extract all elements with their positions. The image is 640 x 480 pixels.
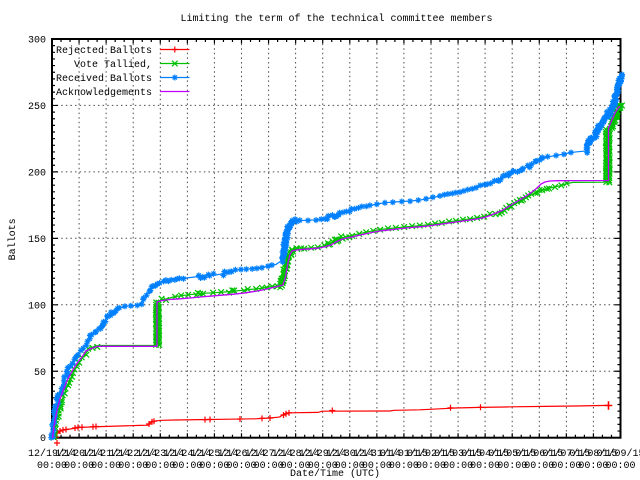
- svg-text:01/04/15: 01/04/15: [461, 448, 509, 460]
- svg-text:00:00: 00:00: [145, 461, 175, 472]
- svg-text:00:00: 00:00: [199, 461, 229, 472]
- svg-text:00:00: 00:00: [281, 461, 311, 472]
- svg-text:300: 300: [28, 36, 46, 47]
- svg-text:12/27/14: 12/27/14: [245, 448, 293, 460]
- svg-text:Rejected Ballots: Rejected Ballots: [56, 45, 152, 57]
- svg-text:50: 50: [34, 368, 46, 379]
- svg-text:12/24/14: 12/24/14: [163, 448, 211, 460]
- svg-text:150: 150: [28, 235, 46, 246]
- svg-text:12/25/14: 12/25/14: [190, 448, 238, 460]
- svg-text:00:00: 00:00: [37, 461, 67, 472]
- svg-text:250: 250: [28, 102, 46, 113]
- svg-text:Limiting the term of the techn: Limiting the term of the technical commi…: [180, 13, 492, 25]
- svg-text:12/19/14: 12/19/14: [28, 448, 76, 460]
- svg-text:01/08/15: 01/08/15: [569, 448, 617, 460]
- svg-text:01/05/15: 01/05/15: [488, 448, 536, 460]
- svg-text:12/21/14: 12/21/14: [82, 448, 130, 460]
- svg-text:Ballots: Ballots: [7, 218, 19, 260]
- svg-text:00:00: 00:00: [254, 461, 284, 472]
- svg-text:00:00: 00:00: [497, 461, 527, 472]
- svg-text:00:00: 00:00: [118, 461, 148, 472]
- svg-text:00:00: 00:00: [605, 461, 635, 472]
- svg-text:01/09/15: 01/09/15: [596, 448, 640, 460]
- svg-text:100: 100: [28, 301, 46, 312]
- svg-text:0: 0: [40, 434, 46, 445]
- svg-text:01/02/15: 01/02/15: [407, 448, 455, 460]
- svg-text:Vote Tallied,: Vote Tallied,: [74, 59, 152, 71]
- svg-text:00:00: 00:00: [389, 461, 419, 472]
- svg-text:01/03/15: 01/03/15: [434, 448, 482, 460]
- svg-text:12/26/14: 12/26/14: [217, 448, 265, 460]
- svg-text:00:00: 00:00: [172, 461, 202, 472]
- svg-text:01/01/15: 01/01/15: [380, 448, 428, 460]
- svg-text:12/20/14: 12/20/14: [55, 448, 103, 460]
- svg-text:00:00: 00:00: [578, 461, 608, 472]
- svg-text:01/06/15: 01/06/15: [515, 448, 563, 460]
- svg-text:00:00: 00:00: [443, 461, 473, 472]
- svg-text:00:00: 00:00: [226, 461, 256, 472]
- svg-text:12/29/14: 12/29/14: [299, 448, 347, 460]
- svg-text:00:00: 00:00: [416, 461, 446, 472]
- svg-text:00:00: 00:00: [362, 461, 392, 472]
- svg-text:12/30/14: 12/30/14: [326, 448, 374, 460]
- svg-text:12/31/14: 12/31/14: [353, 448, 401, 460]
- svg-text:00:00: 00:00: [64, 461, 94, 472]
- svg-text:00:00: 00:00: [470, 461, 500, 472]
- svg-text:200: 200: [28, 168, 46, 179]
- svg-text:00:00: 00:00: [524, 461, 554, 472]
- svg-text:Date/Time (UTC): Date/Time (UTC): [290, 468, 380, 480]
- svg-text:00:00: 00:00: [335, 461, 365, 472]
- svg-text:12/23/14: 12/23/14: [136, 448, 184, 460]
- svg-text:00:00: 00:00: [551, 461, 581, 472]
- svg-text:00:00: 00:00: [91, 461, 121, 472]
- svg-text:12/22/14: 12/22/14: [109, 448, 157, 460]
- svg-text:Acknowledgements: Acknowledgements: [56, 87, 152, 99]
- svg-text:Received Ballots: Received Ballots: [56, 73, 152, 85]
- svg-text:01/07/15: 01/07/15: [542, 448, 590, 460]
- svg-text:12/28/14: 12/28/14: [272, 448, 320, 460]
- svg-text:00:00: 00:00: [308, 461, 338, 472]
